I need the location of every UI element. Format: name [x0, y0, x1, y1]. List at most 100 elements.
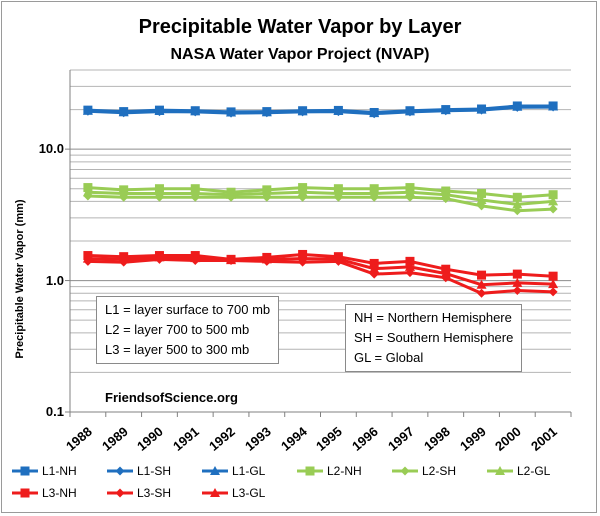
data-point-l2-gl	[261, 188, 272, 198]
y-tick-label: 1.0	[45, 272, 64, 288]
data-point-l3-gl	[512, 277, 523, 287]
series-line-l3-gl	[87, 255, 554, 287]
data-point-l1-gl	[404, 106, 415, 116]
credit-text: FriendsofScience.org	[105, 390, 238, 405]
data-point-l2-nh	[477, 188, 487, 198]
data-point-l2-gl	[512, 199, 523, 209]
legend-item-l3-sh: L3-SH	[107, 486, 202, 500]
legend-row: L1-NH L1-SH L1-GL L2-NH L2-SH L2-GL	[12, 460, 592, 482]
legend-label: L3-GL	[232, 486, 266, 500]
data-point-l2-gl	[190, 188, 201, 198]
series-line-l1-gl	[87, 105, 554, 115]
data-point-l1-gl	[154, 106, 165, 116]
region-key-gl: GL = Global	[354, 350, 424, 365]
series-line-l3-nh	[87, 252, 554, 278]
data-point-l3-gl	[333, 253, 344, 263]
legend-swatch-l3-nh	[12, 488, 38, 498]
series-line-l2-nh	[87, 186, 554, 199]
data-point-l3-sh	[512, 286, 522, 296]
data-point-l3-gl	[404, 261, 415, 271]
data-point-l2-gl	[226, 189, 237, 199]
legend-item-l1-nh: L1-NH	[12, 464, 107, 478]
data-point-l1-gl	[190, 106, 201, 116]
region-key-nh: NH = Northern Hemisphere	[354, 310, 512, 325]
legend-item-l2-nh: L2-NH	[297, 464, 392, 478]
data-point-l1-gl	[369, 108, 380, 118]
data-point-l2-gl	[548, 196, 559, 206]
legend-item-l2-gl: L2-GL	[487, 464, 582, 478]
data-point-l3-nh	[548, 271, 558, 281]
data-point-l3-gl	[226, 255, 237, 265]
chart-subtitle: NASA Water Vapor Project (NVAP)	[170, 46, 430, 63]
legend-swatch-l1-gl	[202, 466, 228, 475]
series-line-l2-gl	[87, 190, 554, 206]
data-point-l2-gl	[476, 195, 487, 205]
data-point-l1-gl	[261, 107, 272, 117]
series-line-l3-sh	[87, 257, 554, 295]
data-point-l3-nh	[512, 269, 522, 279]
legend-label: L2-NH	[327, 464, 362, 478]
data-point-l3-gl	[297, 253, 308, 263]
data-point-l3-nh	[477, 270, 487, 280]
legend-swatch-l3-sh	[107, 488, 133, 498]
layer-key-l3: L3 = layer 500 to 300 mb	[105, 342, 250, 357]
data-point-l1-gl	[226, 107, 237, 117]
legend-label: L3-NH	[42, 486, 77, 500]
data-point-l1-gl	[476, 104, 487, 114]
chart-legend: L1-NH L1-SH L1-GL L2-NH L2-SH L2-GL L3-NH L3-S…	[12, 460, 592, 504]
data-point-l3-gl	[154, 252, 165, 262]
data-point-l1-gl	[333, 106, 344, 116]
legend-swatch-l1-nh	[12, 466, 38, 476]
legend-item-l1-sh: L1-SH	[107, 464, 202, 478]
data-point-l2-gl	[333, 188, 344, 198]
legend-item-l2-sh: L2-SH	[392, 464, 487, 478]
data-point-l3-gl	[118, 254, 129, 264]
legend-swatch-l2-sh	[392, 466, 418, 476]
legend-row: L3-NH L3-SH L3-GL	[12, 482, 592, 504]
data-point-l2-gl	[118, 188, 129, 198]
data-point-l1-gl	[548, 101, 559, 111]
region-key-box: NH = Northern Hemisphere SH = Southern H…	[345, 304, 523, 372]
data-point-l3-sh	[548, 287, 558, 297]
legend-item-l1-gl: L1-GL	[202, 464, 297, 478]
data-point-l3-sh	[477, 288, 487, 298]
data-point-l2-nh	[548, 190, 558, 200]
legend-swatch-l2-nh	[297, 466, 323, 476]
data-point-l3-nh	[405, 256, 415, 266]
data-point-l3-gl	[261, 254, 272, 264]
data-point-l1-gl	[82, 105, 93, 115]
legend-label: L2-SH	[422, 464, 457, 478]
data-point-l2-gl	[82, 187, 93, 197]
legend-item-l3-nh: L3-NH	[12, 486, 107, 500]
data-point-l3-nh	[369, 258, 379, 268]
legend-label: L2-GL	[517, 464, 551, 478]
data-point-l2-nh	[512, 192, 522, 202]
chart-title: Precipitable Water Vapor by Layer	[138, 16, 462, 38]
y-tick-label: 10.0	[38, 141, 64, 157]
y-tick-label: 0.1	[45, 404, 64, 419]
legend-swatch-l2-gl	[487, 466, 513, 475]
data-point-l2-gl	[154, 188, 165, 198]
layer-key-l1: L1 = layer surface to 700 mb	[105, 302, 271, 317]
layer-key-box: L1 = layer surface to 700 mb L2 = layer …	[96, 296, 280, 364]
layer-key-l2: L2 = layer 700 to 500 mb	[105, 322, 250, 337]
data-point-l2-gl	[369, 188, 380, 198]
data-point-l1-gl	[118, 107, 129, 117]
data-point-l3-gl	[476, 279, 487, 289]
legend-label: L1-GL	[232, 464, 266, 478]
data-point-l2-gl	[297, 187, 308, 197]
data-point-l2-sh	[512, 206, 522, 216]
data-point-l3-gl	[369, 263, 380, 273]
legend-label: L3-SH	[137, 486, 172, 500]
legend-swatch-l3-gl	[202, 488, 228, 497]
data-point-l2-sh	[548, 204, 558, 214]
data-point-l1-gl	[512, 101, 523, 111]
data-point-l1-gl	[297, 106, 308, 116]
legend-item-l3-gl: L3-GL	[202, 486, 297, 500]
data-point-l3-gl	[82, 253, 93, 263]
data-point-l3-gl	[548, 279, 559, 289]
data-point-l1-gl	[440, 105, 451, 115]
legend-swatch-l1-sh	[107, 466, 133, 476]
data-point-l3-gl	[440, 268, 451, 278]
